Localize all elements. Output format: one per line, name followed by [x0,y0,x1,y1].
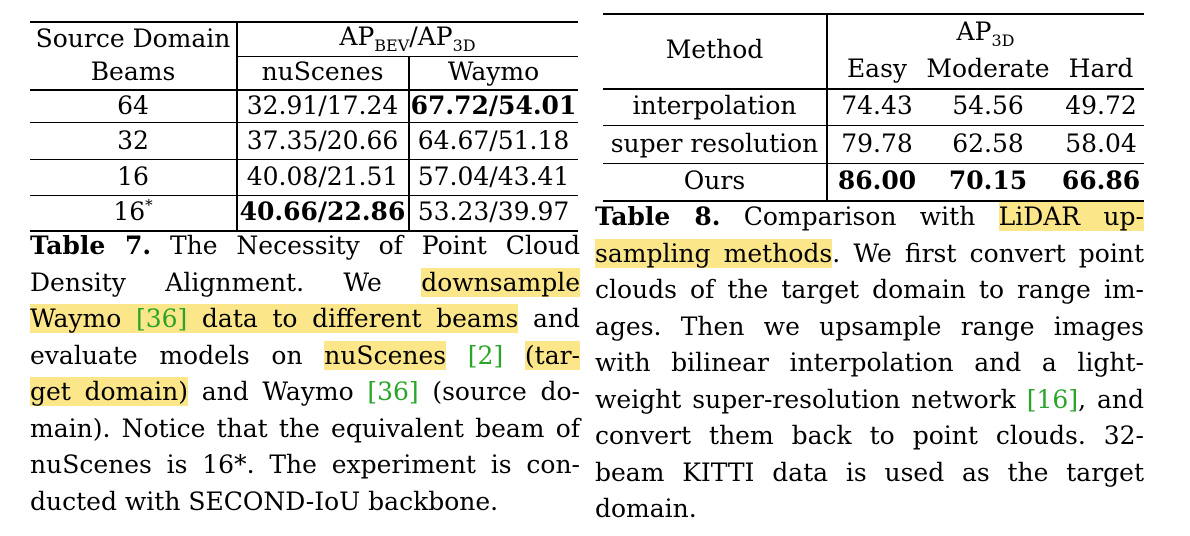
t8-row-2-easy: 79.78 [841,129,913,158]
t8-metric-ap: AP [956,17,992,46]
t7-row-rule-2 [30,159,578,161]
t8-highlight-lidar: LiDAR up- [998,202,1144,231]
t8-caption-line-6: weight super-resolution network [16], an… [595,384,1145,414]
t7-cite-36-b[interactable]: [36] [367,377,419,406]
t7-highlight-nuscenes: nuScenes [324,340,447,370]
t7-header-source-domain: Source Domain [35,24,231,53]
t8-row-1-method: interpolation [632,91,797,120]
t7-header-nuscenes: nuScenes [261,57,384,86]
t8-caption: Table 8. Comparison with LiDAR up- sampl… [595,199,1144,528]
t7-caption-line-4: evaluate models on nuScenes [2] (tar- [30,340,580,370]
t8-highlight-sampling: sampling methods [595,238,833,268]
t8-header-easy: Easy [846,54,908,83]
t8-caption-line-8: beam KITTI data is used as the target [595,457,1144,487]
t8-row-1-hard: 49.72 [1065,91,1137,120]
t7-col-sep-2 [408,57,410,230]
t8-metric-sub-3d: 3D [991,31,1015,50]
t8-header-method: Method [665,35,764,64]
t7-row-rule-3 [30,195,578,197]
t7-caption-line-1: Table 7. The Necessity of Point Cloud [30,231,580,260]
t8-caption-line-1: Table 8. Comparison with LiDAR up- [595,202,1144,231]
t7-highlight-waymo: Waymo [36] data to different beams [30,304,519,333]
t7-caption-line-7: nuScenes is 16*. The experiment is con- [30,450,580,479]
t7-col-sep-1 [236,21,238,230]
t7-header-metric-group: APBEV/AP3D [237,22,578,55]
t7-row-3-nuscenes: 40.08/21.51 [246,162,399,191]
t7-cite-36-a[interactable]: [36] [135,304,188,333]
t8-row-2-method: super resolution [610,129,819,158]
t8-row-3-method: Ours [683,166,746,195]
t8-cite-16[interactable]: [16] [1026,384,1079,414]
t7-metric-sub-bev: BEV [374,36,410,55]
t8-row-rule-2 [603,163,1144,165]
t8-row-2-moderate: 62.58 [952,129,1024,158]
t7-cite-2[interactable]: [2] [467,340,504,370]
t7-row-3-waymo: 57.04/43.41 [417,162,570,191]
t8-header-metric-group: AP3D [827,17,1144,50]
t7-highlight-target-domain: get domain) [30,377,189,406]
t7-row-2-waymo: 64.67/51.18 [417,126,570,155]
t7-row-1-beams: 64 [117,91,149,120]
t7-metric-sub-3d: 3D [452,36,476,55]
t7-caption-line-8: ducted with SECOND-IoU backbone. [30,486,499,516]
t7-caption-line-3: Waymo [36] data to different beams and [30,304,580,333]
t8-row-3-hard: 66.86 [1061,166,1141,195]
t7-row-2-nuscenes: 37.35/20.66 [246,126,399,155]
t7-bottom-rule [30,230,578,232]
t7-header-rule [30,89,578,91]
t7-header-beams: Beams [90,57,176,86]
t7-top-rule [30,21,578,23]
t7-caption-line-5: get domain) and Waymo [36] (source do- [30,377,580,406]
t8-caption-line-2: sampling methods. We first convert point [595,238,1144,268]
t7-highlight-target: (tar- [524,340,580,370]
t8-row-1-easy: 74.43 [841,91,913,120]
t8-row-1-moderate: 54.56 [952,91,1024,120]
t8-caption-line-5: with bilinear interpolation and a light- [595,348,1144,377]
t7-row-4-beams-value: 16 [113,197,146,226]
t8-header-rule [603,88,1144,90]
t7-caption-line-6: main). Notice that the equivalent beam o… [30,413,580,443]
t7-row-4-nuscenes: 40.66/22.86 [239,197,406,226]
t8-caption-line-4: ages. Then we upsample range images [595,311,1144,341]
t7-metric-ap: AP [339,22,375,51]
t7-metric-sep: /AP [409,22,453,51]
t7-row-1-waymo: 67.72/54.01 [410,91,577,120]
t8-caption-label: Table 8. [595,202,721,231]
t7-subheader-rule [237,56,578,58]
t7-row-4-beams-star: * [145,196,153,214]
t8-row-rule-1 [603,125,1144,127]
t8-caption-line-3: clouds of the target domain to range im- [595,275,1144,304]
t8-row-2-hard: 58.04 [1065,129,1137,158]
t7-row-1-nuscenes: 32.91/17.24 [246,91,399,120]
t7-row-4-waymo: 53.23/39.97 [417,197,570,226]
t8-row-3-moderate: 70.15 [948,166,1028,195]
t7-caption: Table 7. The Necessity of Point Cloud De… [30,228,580,520]
t7-caption-label: Table 7. [30,231,152,260]
t7-row-4-beams: 16* [30,196,236,230]
t8-top-rule [603,13,1144,15]
t8-col-sep [826,13,828,200]
t8-caption-line-9: domain. [595,494,697,523]
t7-row-2-beams: 32 [117,126,149,155]
t7-header-waymo: Waymo [447,57,540,86]
t8-bottom-rule [603,200,1144,202]
t7-row-rule-1 [30,122,578,124]
t7-highlight-downsample: downsample [421,267,580,297]
t8-caption-line-7: convert them back to point clouds. 32- [595,421,1144,450]
t7-caption-line-2: Density Alignment. We downsample [30,267,580,297]
t8-row-3-easy: 86.00 [837,166,917,195]
t8-header-hard: Hard [1068,54,1134,83]
t7-row-3-beams: 16 [117,162,149,191]
t8-header-moderate: Moderate [926,54,1050,83]
